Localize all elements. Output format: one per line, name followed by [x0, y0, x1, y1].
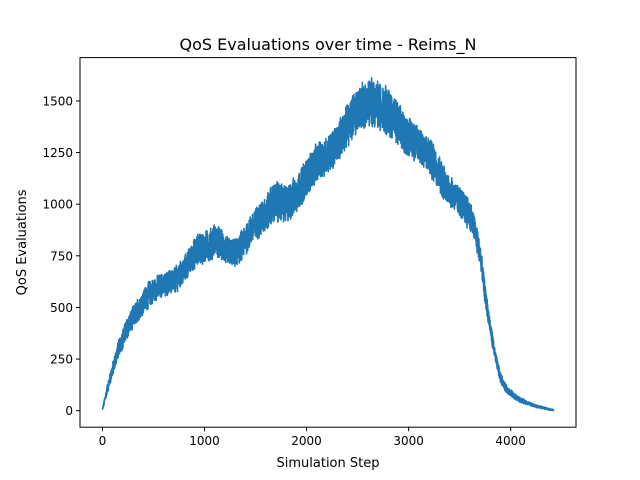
plot-area — [79, 57, 577, 428]
y-axis: 0 250 500 750 1000 1250 1500 — [42, 94, 80, 418]
x-tick-label: 1000 — [189, 434, 220, 448]
series-line — [101, 76, 555, 412]
chart-title: QoS Evaluations over time - Reims_N — [180, 35, 477, 55]
plot-frame — [79, 57, 577, 428]
x-tick-label: 4000 — [495, 434, 526, 448]
y-axis-label: QoS Evaluations — [15, 189, 30, 295]
y-tick-label: 250 — [50, 353, 73, 367]
y-tick-label: 1250 — [42, 146, 73, 160]
y-tick-label: 500 — [50, 301, 73, 315]
y-tick-label: 750 — [50, 249, 73, 263]
y-tick-label: 1000 — [42, 198, 73, 212]
x-tick-label: 3000 — [393, 434, 424, 448]
x-axis: 0 1000 2000 3000 4000 — [99, 427, 526, 448]
y-tick-label: 0 — [65, 404, 73, 418]
series-group — [101, 76, 555, 412]
x-tick-label: 0 — [99, 434, 107, 448]
y-tick-label: 1500 — [42, 94, 73, 108]
x-tick-label: 2000 — [291, 434, 322, 448]
x-axis-label: Simulation Step — [277, 456, 380, 471]
